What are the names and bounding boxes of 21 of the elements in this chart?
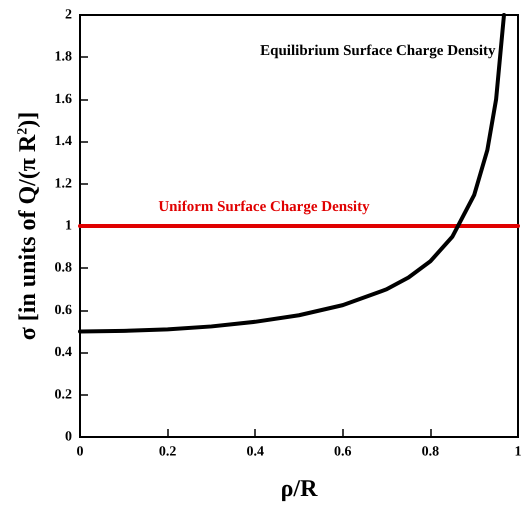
y-tick-label: 0.4 (54, 345, 72, 360)
y-tick-label: 0.8 (54, 260, 72, 276)
y-tick-label: 0.2 (54, 387, 72, 402)
x-axis-title: ρ/R (280, 476, 318, 502)
y-tick-label: 1.6 (54, 92, 72, 107)
y-tick-label: 0 (65, 430, 72, 444)
y-tick-label: 1.8 (54, 50, 72, 65)
x-tick-label: 0.6 (334, 444, 352, 460)
series-label: Equilibrium Surface Charge Density (260, 42, 496, 59)
y-tick-label: 1 (65, 218, 72, 234)
x-tick-label: 0.2 (158, 444, 176, 460)
y-axis-title: σ [in units of Q/(π R2)] (15, 112, 41, 340)
y-tick-label: 1.4 (54, 134, 72, 150)
series-label: Uniform Surface Charge Density (158, 199, 370, 216)
x-tick-label: 1 (514, 444, 522, 460)
x-tick-label: 0.8 (422, 444, 440, 460)
y-tick-label: 2 (65, 8, 72, 22)
x-tick-label: 0.4 (246, 444, 264, 460)
y-tick-label: 0.6 (54, 302, 72, 318)
x-tick-label: 0 (76, 444, 84, 460)
y-tick-label: 1.2 (54, 176, 72, 192)
